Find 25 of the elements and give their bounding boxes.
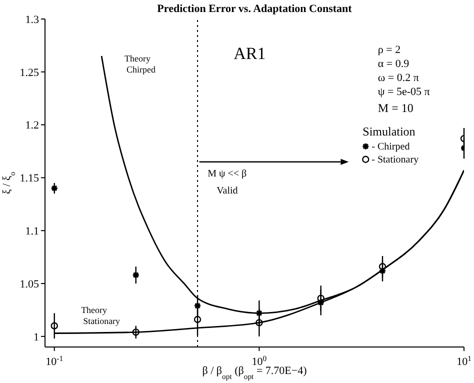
y-tick-label: 1.2 bbox=[25, 120, 39, 132]
annotation: Valid bbox=[216, 186, 238, 197]
annotation: ψ = 5e-05 π bbox=[378, 86, 430, 98]
y-tick-label: 1.05 bbox=[20, 278, 40, 290]
x-axis-title: β / β$_{opt}$ (β$_{opt}$ = 7.70E−4) bbox=[202, 365, 308, 380]
y-tick-label: 1 bbox=[34, 331, 39, 344]
y-tick-label: 1.25 bbox=[20, 66, 40, 79]
y-tick-label: 1.3 bbox=[25, 14, 40, 26]
annotation: ρ = 2 bbox=[378, 44, 401, 56]
annotation: M = 10 bbox=[378, 100, 414, 115]
annotation: ω = 0.2 π bbox=[378, 72, 420, 84]
legend-title: Simulation bbox=[362, 124, 416, 138]
x-tick-label: 10$^{0}$ bbox=[252, 354, 267, 368]
annotation: α = 0.9 bbox=[378, 58, 410, 70]
annotation: Theory Stationary bbox=[81, 305, 121, 326]
y-tick-label: 1.1 bbox=[25, 226, 39, 238]
chart-title: Prediction Error vs. Adaptation Constant bbox=[157, 3, 352, 15]
annotation: Theory Chirped bbox=[124, 53, 156, 74]
annotation: M ψ << β bbox=[208, 168, 247, 180]
legend-label: - Stationary bbox=[372, 154, 419, 166]
y-tick-label: 1.15 bbox=[20, 172, 40, 185]
annotation: AR1 bbox=[234, 44, 266, 64]
x-tick-label: 10$^{1}$ bbox=[456, 354, 472, 368]
legend-label: - Chirped bbox=[372, 141, 410, 152]
x-tick-label: 10$^{-1}$ bbox=[46, 354, 64, 368]
